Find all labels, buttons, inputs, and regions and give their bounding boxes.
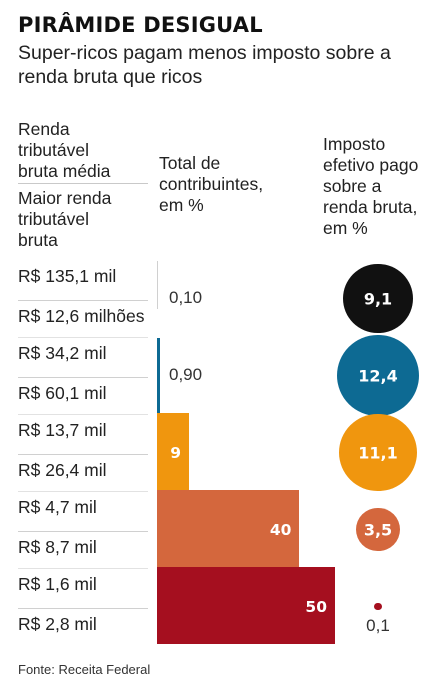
row-separator bbox=[18, 414, 148, 415]
row-separator bbox=[18, 491, 148, 492]
bubble-imposto bbox=[337, 334, 419, 417]
row-label-maior-renda: R$ 26,4 mil bbox=[18, 459, 107, 480]
header-maior-renda-line-2: tributável bbox=[18, 209, 90, 229]
bar-value-label: 9 bbox=[170, 443, 182, 462]
header-renda-media-line-1: Renda bbox=[18, 119, 70, 139]
row-label-maior-renda: R$ 8,7 mil bbox=[18, 536, 97, 557]
row-label-renda-media: R$ 135,1 mil bbox=[18, 266, 117, 286]
header-imposto-line-1: Imposto bbox=[323, 134, 386, 154]
row-label-renda-media: R$ 34,2 mil bbox=[18, 343, 107, 363]
row-separator bbox=[18, 337, 148, 338]
bubble-imposto bbox=[356, 507, 400, 552]
header-imposto-line-5: em % bbox=[323, 218, 368, 238]
row-separator bbox=[18, 568, 148, 569]
bubble-imposto bbox=[374, 602, 382, 611]
bar-contribuintes bbox=[157, 413, 190, 490]
bubble-value-label: 9,1 bbox=[363, 289, 393, 308]
row-label-maior-renda: R$ 12,6 milhões bbox=[18, 305, 145, 326]
bubble-value-label: 3,5 bbox=[363, 520, 393, 539]
bar-contribuintes bbox=[157, 338, 161, 416]
row-divider bbox=[18, 530, 148, 532]
header-contribuintes-line-3: em % bbox=[159, 195, 204, 215]
row-label-renda-media: R$ 1,6 mil bbox=[18, 574, 97, 594]
bar-value-label: 0,90 bbox=[169, 364, 203, 384]
bar-value-label: 40 bbox=[269, 520, 292, 539]
header-contribuintes-line-1: Total de bbox=[159, 153, 221, 173]
header-contribuintes-line-2: contribuintes, bbox=[159, 174, 264, 194]
bubble-imposto bbox=[343, 263, 413, 334]
header-maior-renda: Maior renda tributável bruta bbox=[18, 188, 111, 251]
bubble-value-label: 12,4 bbox=[358, 366, 398, 385]
bubble-imposto bbox=[339, 413, 417, 492]
header-imposto: Imposto efetivo pago sobre a renda bruta… bbox=[323, 134, 418, 239]
header-imposto-line-2: efetivo pago bbox=[323, 155, 419, 175]
row-label-maior-renda: R$ 2,8 mil bbox=[18, 613, 97, 634]
header-renda-media: Renda tributável bruta média bbox=[18, 119, 110, 182]
row-divider bbox=[18, 607, 148, 609]
bar-contribuintes bbox=[157, 567, 335, 644]
bar-value-label: 50 bbox=[305, 597, 327, 616]
header-renda-media-line-2: tributável bbox=[18, 140, 90, 160]
header-imposto-line-4: renda bruta, bbox=[323, 197, 418, 217]
row-label-maior-renda: R$ 60,1 mil bbox=[18, 382, 107, 403]
bar-contribuintes bbox=[157, 490, 300, 567]
chart-title: PIRÂMIDE DESIGUAL bbox=[18, 13, 263, 37]
header-imposto-line-3: sobre a bbox=[323, 176, 382, 196]
row-divider bbox=[18, 299, 148, 301]
bar-value-label: 0,10 bbox=[169, 287, 203, 307]
row-label-renda-media: R$ 13,7 mil bbox=[18, 420, 107, 440]
bubble-value-label: 0,1 bbox=[366, 615, 390, 635]
header-maior-renda-line-1: Maior renda bbox=[18, 188, 112, 208]
row-divider bbox=[18, 453, 148, 455]
header-renda-media-line-3: bruta média bbox=[18, 161, 111, 181]
row-label-renda-media: R$ 4,7 mil bbox=[18, 497, 97, 517]
header-maior-renda-line-3: bruta bbox=[18, 230, 58, 250]
chart-subtitle: Super-ricos pagam menos imposto sobre a … bbox=[18, 42, 391, 88]
source-note: Fonte: Receita Federal bbox=[18, 662, 151, 677]
header-contribuintes: Total de contribuintes, em % bbox=[159, 153, 263, 216]
header-divider bbox=[18, 183, 148, 184]
row-divider bbox=[18, 376, 148, 378]
zero-axis bbox=[157, 261, 158, 309]
bubble-value-label: 11,1 bbox=[358, 443, 398, 462]
